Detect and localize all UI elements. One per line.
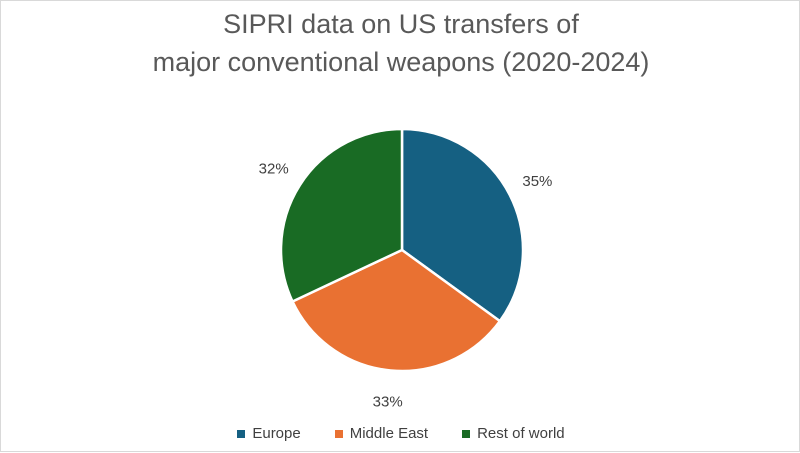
legend-item-middle-east: Middle East (334, 425, 429, 442)
pie-slice-rest-of-world (279, 127, 404, 303)
legend-swatch-middle-east (334, 429, 343, 438)
legend-label-rest-of-world: Rest of world (477, 425, 565, 442)
legend-label-middle-east: Middle East (349, 425, 429, 442)
chart-title: SIPRI data on US transfers of major conv… (1, 5, 800, 81)
legend: Europe Middle East Rest of world (1, 425, 800, 442)
legend-swatch-europe (237, 429, 246, 438)
pie-slice-middle-east (291, 248, 502, 373)
legend-swatch-rest-of-world (462, 429, 471, 438)
legend-item-europe: Europe (237, 425, 301, 442)
data-label-europe: 35% (522, 173, 552, 190)
data-label-middle-east: 33% (373, 393, 403, 410)
data-label-rest-of-world: 32% (259, 161, 289, 178)
legend-item-rest-of-world: Rest of world (462, 425, 565, 442)
chart-title-line-2: major conventional weapons (2020-2024) (152, 47, 650, 77)
chart-title-line-1: SIPRI data on US transfers of (223, 9, 579, 39)
pie-slice-europe (400, 127, 525, 323)
legend-label-europe: Europe (252, 425, 301, 442)
